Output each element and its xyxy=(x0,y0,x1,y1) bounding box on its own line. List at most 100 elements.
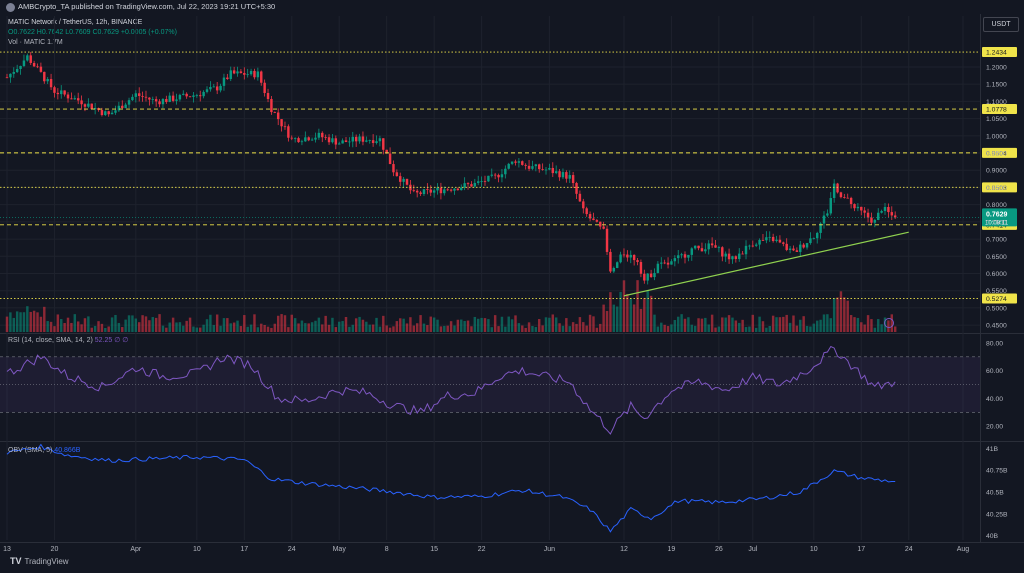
x-tick-label: 17 xyxy=(240,546,248,553)
currency-button[interactable]: USDT xyxy=(983,17,1019,32)
candle-body xyxy=(266,93,270,100)
x-tick-label: Aug xyxy=(957,546,970,553)
obv-tick-label: 40.5B xyxy=(986,490,1004,497)
candle-body xyxy=(690,248,694,255)
volume-bar xyxy=(110,317,114,332)
volume-bar xyxy=(131,315,134,332)
volume-bar xyxy=(426,325,429,332)
candle-body xyxy=(880,211,883,213)
volume-bar xyxy=(158,314,161,332)
candle-body xyxy=(202,91,205,97)
candle-body xyxy=(680,254,683,256)
price-levels[interactable]: 1.24341.07780.95040.85030.74140.52740.76… xyxy=(0,47,1017,304)
volume-bar xyxy=(144,316,148,332)
candle-body xyxy=(354,136,358,142)
candle-body xyxy=(168,95,171,102)
volume-bar xyxy=(361,319,365,332)
rsi-pane xyxy=(0,345,980,435)
volume-bar xyxy=(243,315,246,332)
volume-bar xyxy=(751,314,755,332)
candle-body xyxy=(192,95,195,97)
volume-bar xyxy=(36,312,39,332)
volume-bar xyxy=(32,310,36,332)
volume-bar xyxy=(541,325,544,332)
volume-bar xyxy=(815,320,819,332)
volume-bar xyxy=(29,311,32,332)
volume-bar xyxy=(517,323,521,332)
volume-bar xyxy=(80,324,83,332)
volume-bar xyxy=(375,317,378,332)
x-tick-label: 13 xyxy=(3,546,11,553)
candle-body xyxy=(73,98,77,100)
candle-body xyxy=(822,215,826,224)
candle-body xyxy=(29,55,32,63)
candle-body xyxy=(558,171,561,178)
candle-body xyxy=(758,240,761,245)
candle-body xyxy=(863,210,866,213)
candle-body xyxy=(775,239,778,242)
candle-body xyxy=(453,188,456,191)
candle-body xyxy=(341,140,344,144)
candle-body xyxy=(470,184,473,187)
ohlc-readout: O0.7622 H0.7642 L0.7609 C0.7629 +0.0005 … xyxy=(8,29,177,36)
trendline[interactable] xyxy=(623,231,909,297)
volume-bar xyxy=(734,320,738,332)
candle-body xyxy=(870,217,873,223)
candle-body xyxy=(175,99,178,101)
candle-body xyxy=(260,71,263,83)
volume-bar xyxy=(253,314,256,332)
candle-body xyxy=(395,172,399,177)
candle-body xyxy=(154,99,158,102)
volume-bar xyxy=(768,325,771,332)
volume-bar xyxy=(100,323,104,332)
candle-body xyxy=(466,183,470,185)
candle-body xyxy=(738,253,741,259)
candle-body xyxy=(165,99,168,102)
candle-body xyxy=(263,82,266,94)
volume-bar xyxy=(276,315,280,332)
candle-body xyxy=(883,206,887,212)
volume-bar xyxy=(622,280,626,332)
volume-bar xyxy=(571,322,575,332)
volume-bar xyxy=(226,318,229,332)
volume-bar xyxy=(419,315,422,332)
candle-body xyxy=(368,140,371,141)
volume-bar xyxy=(629,298,632,332)
volume-bar xyxy=(73,314,77,332)
candle-body xyxy=(121,105,124,109)
author-avatar[interactable] xyxy=(6,2,15,12)
volume-bar xyxy=(778,317,782,332)
candle-body xyxy=(53,87,56,93)
candle-body xyxy=(504,168,507,175)
price-level-tag xyxy=(982,104,1017,115)
candle-body xyxy=(687,254,690,258)
candle-body xyxy=(510,161,514,164)
volume-bar xyxy=(500,316,504,332)
obv-value: 40.866B xyxy=(54,447,81,454)
x-tick-label: 10 xyxy=(810,546,818,553)
grid-lines xyxy=(0,14,1024,543)
volume-bar xyxy=(202,324,205,332)
volume-bar xyxy=(683,318,687,332)
x-tick-label: 22 xyxy=(478,546,486,553)
volume-bar xyxy=(741,319,744,332)
volume-bar xyxy=(721,317,724,332)
candle-body xyxy=(195,95,199,97)
brand-logo[interactable]: TV TradingView xyxy=(10,556,69,566)
candle-body xyxy=(405,178,409,185)
volume-bar xyxy=(609,292,612,332)
volume-bar xyxy=(402,318,405,332)
volume-bar xyxy=(575,323,578,332)
volume-bar xyxy=(649,295,653,332)
volume-bar xyxy=(829,318,832,332)
volume-bar xyxy=(280,314,283,332)
candle-body xyxy=(137,93,141,96)
candle-body xyxy=(893,215,897,218)
volume-bar xyxy=(504,326,507,332)
candle-body xyxy=(382,138,385,150)
volume-bar xyxy=(585,325,588,332)
obv-tick-label: 40.25B xyxy=(986,511,1008,518)
volume-bar xyxy=(592,316,595,332)
candle-body xyxy=(771,236,775,242)
